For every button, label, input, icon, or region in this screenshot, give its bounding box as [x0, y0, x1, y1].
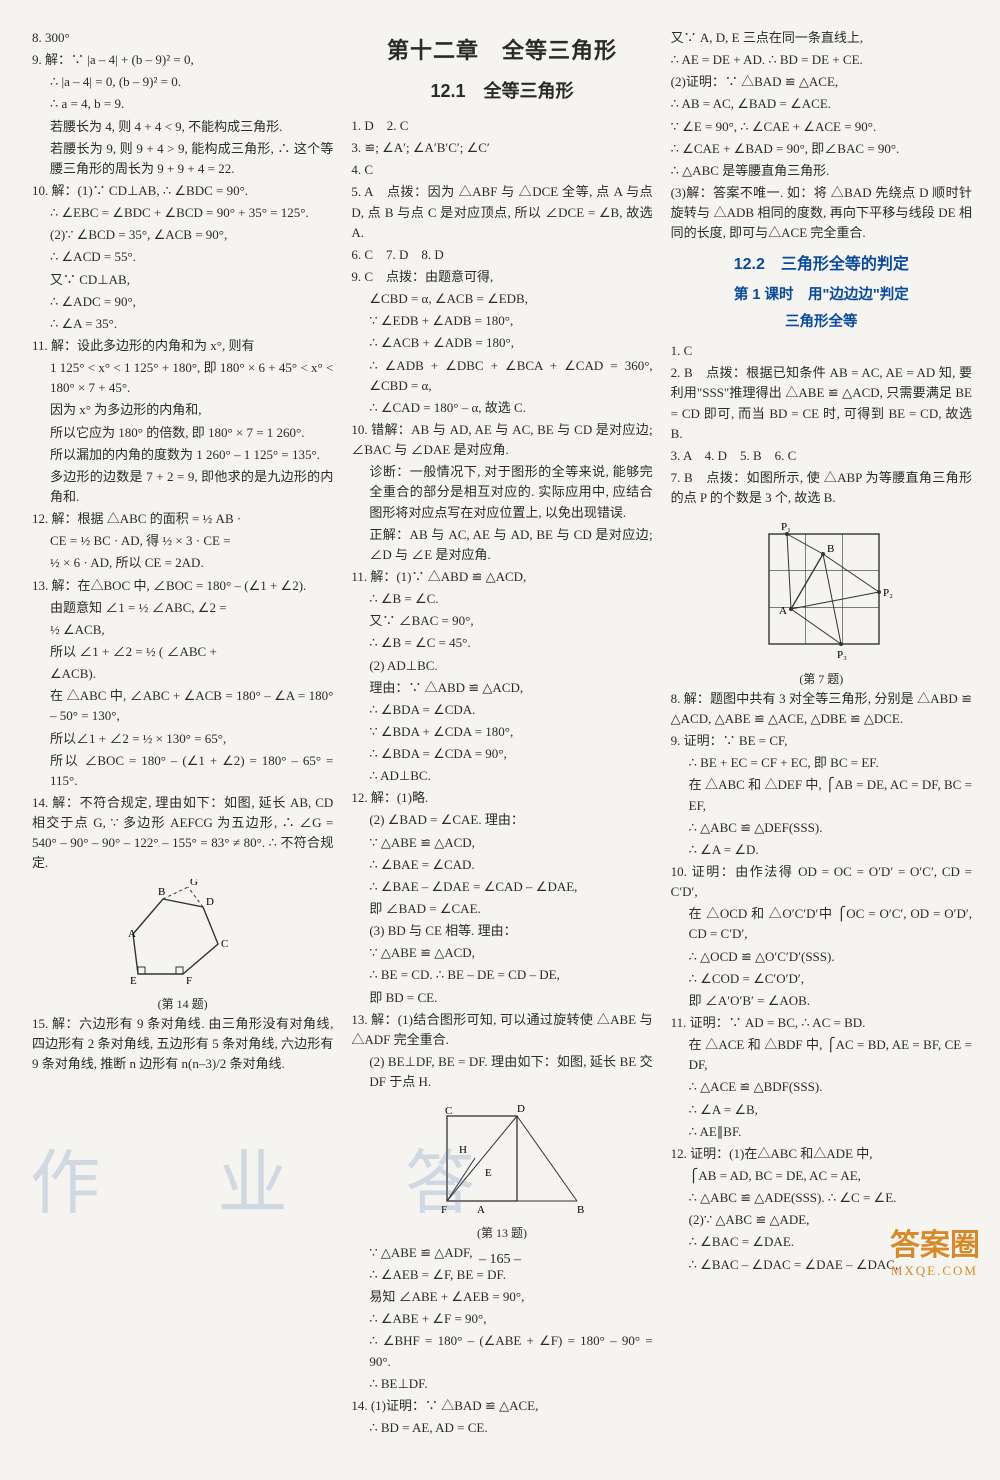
column-1: 8. 300° 9. 解：∵ |a – 4| + (b – 9)² = 0, ∴… — [32, 28, 333, 1440]
figure-14-caption: (第 14 题) — [32, 995, 333, 1014]
column-2: 第十二章 全等三角形 12.1 全等三角形 1. D 2. C 3. ≌; ∠A… — [351, 28, 652, 1440]
q13: 13. 解：在△BOC 中, ∠BOC = 180° – (∠1 + ∠2). — [32, 576, 333, 596]
q11: 11. 解：设此多边形的内角和为 x°, 则有 — [32, 336, 333, 356]
figure-7-caption: (第 7 题) — [671, 670, 972, 689]
page-number: – 165 – — [0, 1249, 1000, 1271]
lesson-1-title-a: 第 1 课时 用"边边边"判定 — [671, 284, 972, 306]
svg-text:F: F — [186, 975, 192, 987]
svg-text:D: D — [206, 896, 214, 908]
figure-13-caption: (第 13 题) — [351, 1224, 652, 1243]
chapter-title: 第十二章 全等三角形 — [351, 34, 652, 68]
section-12-1: 12.1 全等三角形 — [351, 78, 652, 106]
svg-text:D: D — [517, 1103, 525, 1115]
svg-text:C: C — [221, 938, 228, 950]
svg-text:P₂: P₂ — [883, 587, 893, 599]
svg-text:F: F — [441, 1204, 447, 1216]
svg-text:P₁: P₁ — [781, 521, 791, 533]
q9: 9. 解：∵ |a – 4| + (b – 9)² = 0, — [32, 50, 333, 70]
svg-text:E: E — [485, 1167, 492, 1179]
figure-7: P₁ B P₂ A P₃ — [741, 514, 901, 664]
q12: 12. 解：根据 △ABC 的面积 = ½ AB · — [32, 509, 333, 529]
q8: 8. 300° — [32, 28, 333, 48]
svg-text:B: B — [158, 886, 165, 898]
q14: 14. 解：不符合规定, 理由如下：如图, 延长 AB, CD 相交于点 G, … — [32, 793, 333, 874]
svg-text:B: B — [577, 1204, 584, 1216]
svg-text:H: H — [459, 1144, 467, 1156]
figure-14: A B G D C F E — [108, 879, 258, 989]
svg-text:C: C — [445, 1105, 452, 1117]
svg-text:A: A — [128, 928, 136, 940]
svg-text:B: B — [827, 543, 834, 555]
svg-text:A: A — [779, 605, 787, 617]
q15: 15. 解：六边形有 9 条对角线. 由三角形没有对角线, 四边形有 2 条对角… — [32, 1014, 333, 1074]
q10: 10. 解：(1)∵ CD⊥AB, ∴ ∠BDC = 90°. — [32, 181, 333, 201]
figure-13: F A B D C H E — [417, 1098, 587, 1218]
column-3: 又∵ A, D, E 三点在同一条直线上, ∴ AE = DE + AD. ∴ … — [671, 28, 972, 1440]
svg-text:P₃: P₃ — [837, 649, 847, 661]
section-12-2: 12.2 三角形全等的判定 — [671, 253, 972, 278]
svg-text:G: G — [190, 879, 198, 888]
svg-text:A: A — [477, 1204, 485, 1216]
svg-text:E: E — [130, 975, 137, 987]
lesson-1-title-b: 三角形全等 — [671, 311, 972, 333]
